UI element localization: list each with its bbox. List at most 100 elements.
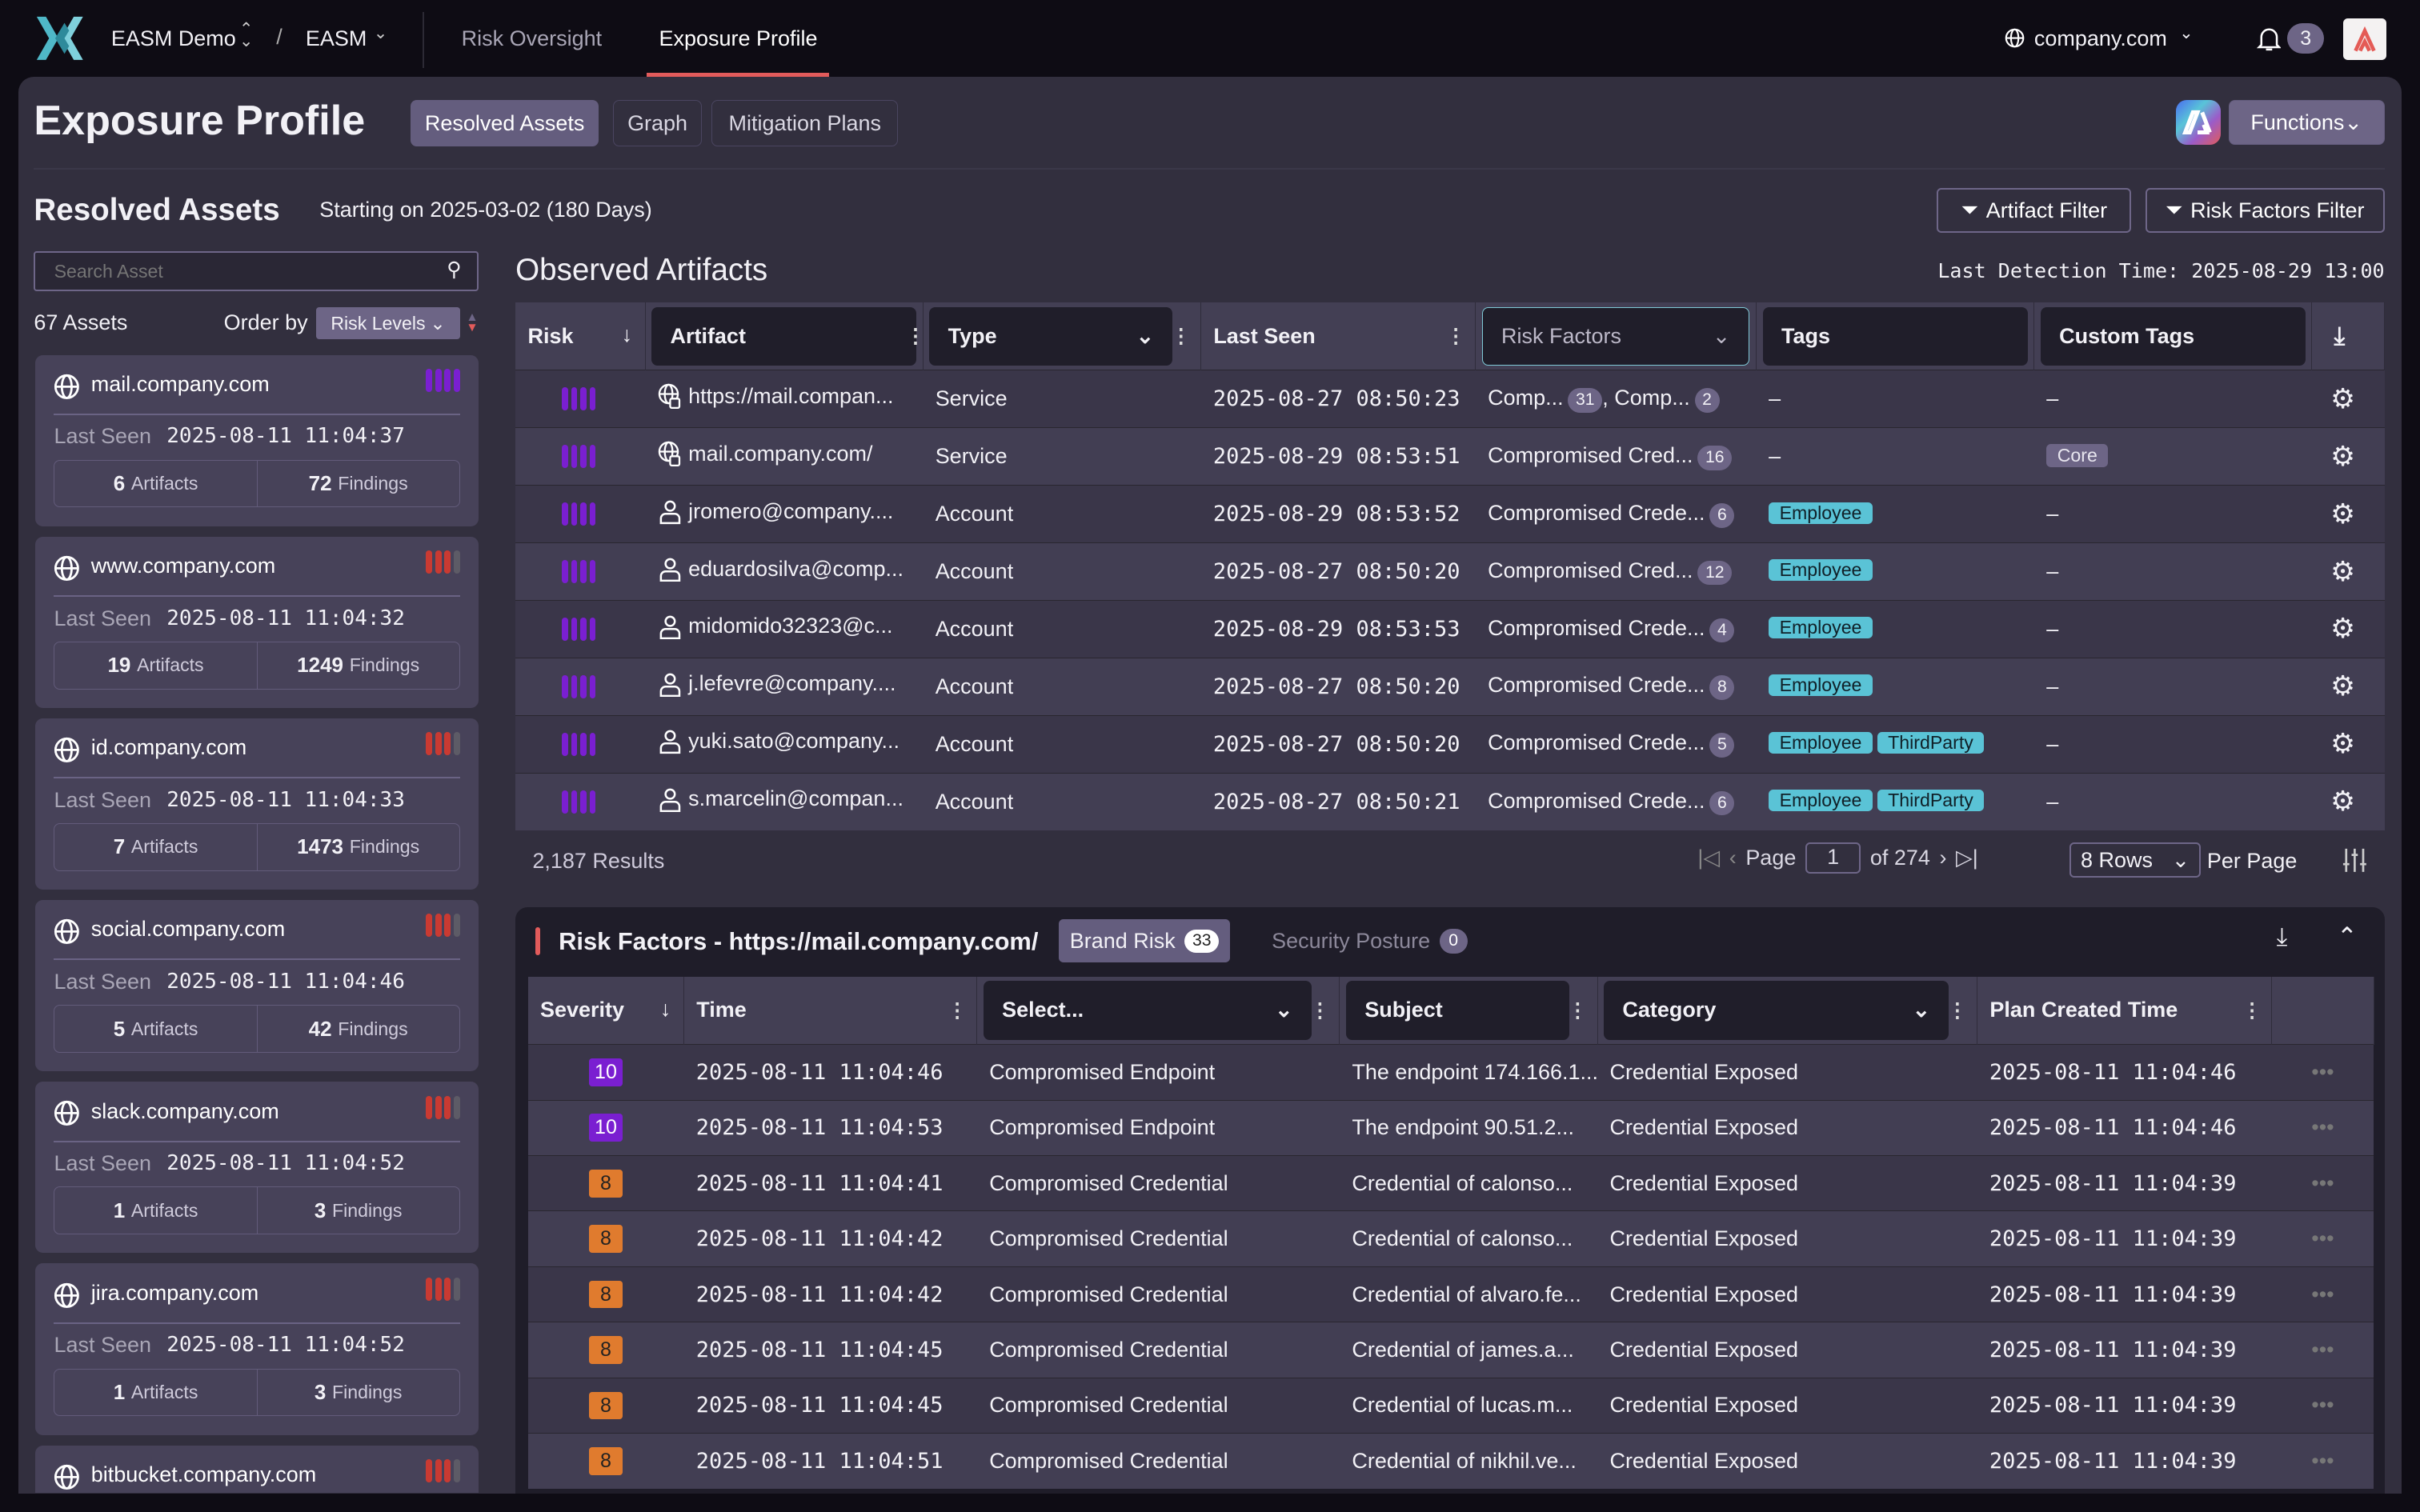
settings-cell[interactable]: ⚙ xyxy=(2311,542,2385,601)
column-header-select[interactable]: Select... ⌄ ⋮ xyxy=(976,976,1340,1045)
asset-card[interactable]: id.company.com Last Seen 2025-08-11 11:0… xyxy=(35,718,479,890)
risk-factors-filter-button[interactable]: ⏷ Risk Factors Filter xyxy=(2145,188,2385,234)
settings-cell[interactable]: ⚙ xyxy=(2311,485,2385,543)
app-logo-icon[interactable] xyxy=(34,15,86,62)
table-row[interactable]: 8 2025-08-11 11:04:45 Compromised Creden… xyxy=(527,1322,2374,1378)
column-header-custom-tags[interactable]: Custom Tags xyxy=(2033,302,2313,370)
updown-icon[interactable]: ⌃ ⌄ xyxy=(238,19,254,51)
next-page-icon[interactable]: › xyxy=(1939,845,1947,870)
artifact-cell[interactable]: midomido32323@c... xyxy=(645,600,924,658)
org-switcher[interactable]: EASM Demo xyxy=(110,26,236,50)
workspace-switcher[interactable]: EASM xyxy=(305,26,367,50)
column-menu-icon[interactable]: ⋮ xyxy=(947,998,968,1022)
risk-factors-cell[interactable]: Compromised Crede... 4 xyxy=(1475,600,1757,658)
column-header-risk-factors[interactable]: Risk Factors ⌄ xyxy=(1475,302,1757,370)
column-header-type[interactable]: Type ⌄ ⋮ xyxy=(923,302,1201,370)
asset-card[interactable]: jira.company.com Last Seen 2025-08-11 11… xyxy=(35,1263,479,1435)
table-row[interactable]: j.lefevre@company.... Account 2025-08-27… xyxy=(515,657,2385,716)
more-options-icon[interactable]: ••• xyxy=(2271,1377,2374,1434)
sort-direction-toggle[interactable]: ▲ ▼ xyxy=(466,310,478,334)
risk-factors-cell[interactable]: Compromised Crede... 5 xyxy=(1475,714,1757,774)
settings-cell[interactable]: ⚙ xyxy=(2311,370,2385,428)
table-row[interactable]: 10 2025-08-11 11:04:46 Compromised Endpo… xyxy=(527,1044,2374,1101)
artifact-cell[interactable]: s.marcelin@compan... xyxy=(645,772,924,831)
gear-icon[interactable]: ⚙ xyxy=(2330,786,2356,818)
artifact-cell[interactable]: https://mail.compan... xyxy=(645,370,924,428)
more-options-icon[interactable]: ••• xyxy=(2271,1322,2374,1378)
more-options-icon[interactable]: ••• xyxy=(2271,1099,2374,1156)
domain-selector[interactable]: company.com xyxy=(2033,26,2167,50)
artifacts-count[interactable]: 7 Artifacts xyxy=(54,824,256,870)
table-row[interactable]: 8 2025-08-11 11:04:42 Compromised Creden… xyxy=(527,1266,2374,1322)
artifacts-count[interactable]: 5 Artifacts xyxy=(54,1006,256,1052)
column-header-tags[interactable]: Tags xyxy=(1756,302,2035,370)
column-header-subject[interactable]: Subject ⋮ xyxy=(1339,976,1598,1045)
prev-page-icon[interactable]: ‹ xyxy=(1729,845,1737,870)
asset-card[interactable]: bitbucket.company.com xyxy=(35,1445,479,1494)
table-row[interactable]: jromero@company.... Account 2025-08-29 0… xyxy=(515,485,2385,543)
column-header-artifact[interactable]: Artifact ⋮ xyxy=(645,302,926,370)
artifact-cell[interactable]: jromero@company.... xyxy=(645,485,924,543)
chevron-down-icon[interactable]: ⌄ xyxy=(373,23,388,42)
findings-count[interactable]: 42 Findings xyxy=(256,1006,459,1053)
settings-cell[interactable]: ⚙ xyxy=(2311,427,2385,486)
column-header-last-seen[interactable]: Last Seen ⋮ xyxy=(1200,302,1476,370)
gear-icon[interactable]: ⚙ xyxy=(2330,614,2356,645)
column-menu-icon[interactable]: ⋮ xyxy=(905,324,926,347)
tab-resolved-assets[interactable]: Resolved Assets xyxy=(410,100,599,147)
settings-cell[interactable]: ⚙ xyxy=(2311,657,2385,716)
tab-exposure-profile[interactable]: Exposure Profile xyxy=(659,26,818,50)
first-page-icon[interactable]: |◁ xyxy=(1697,845,1721,870)
more-options-icon[interactable]: ••• xyxy=(2271,1266,2374,1322)
tab-brand-risk[interactable]: Brand Risk 33 xyxy=(1058,919,1231,963)
findings-count[interactable]: 1473 Findings xyxy=(256,824,459,870)
tab-graph[interactable]: Graph xyxy=(612,100,703,147)
gear-icon[interactable]: ⚙ xyxy=(2330,556,2356,587)
table-row[interactable]: s.marcelin@compan... Account 2025-08-27 … xyxy=(515,772,2385,831)
artifact-cell[interactable]: mail.company.com/ xyxy=(645,427,924,486)
findings-count[interactable]: 3 Findings xyxy=(256,1369,459,1416)
artifacts-count[interactable]: 1 Artifacts xyxy=(54,1187,256,1234)
user-avatar[interactable] xyxy=(2342,18,2386,61)
search-icon[interactable]: ⚲ xyxy=(447,258,462,282)
table-row[interactable]: 10 2025-08-11 11:04:53 Compromised Endpo… xyxy=(527,1099,2374,1156)
column-header-time[interactable]: Time ⋮ xyxy=(683,976,978,1045)
risk-factors-cell[interactable]: Compromised Crede... 6 xyxy=(1475,772,1757,831)
table-row[interactable]: 8 2025-08-11 11:04:41 Compromised Creden… xyxy=(527,1154,2374,1211)
tab-security-posture[interactable]: Security Posture 0 xyxy=(1272,928,1468,954)
table-row[interactable]: mail.company.com/ Service 2025-08-29 08:… xyxy=(515,427,2385,486)
risk-factors-cell[interactable]: Compromised Cred... 12 xyxy=(1475,542,1757,601)
tab-mitigation-plans[interactable]: Mitigation Plans xyxy=(711,100,899,147)
search-asset-field[interactable] xyxy=(54,260,410,282)
column-settings-icon[interactable] xyxy=(2342,847,2368,874)
column-header-risk[interactable]: Risk ↓ xyxy=(515,302,646,370)
gear-icon[interactable]: ⚙ xyxy=(2330,498,2356,530)
column-menu-icon[interactable]: ⋮ xyxy=(1445,324,1466,347)
table-row[interactable]: 8 2025-08-11 11:04:51 Compromised Creden… xyxy=(527,1433,2374,1489)
order-by-dropdown[interactable]: Risk Levels ⌄ xyxy=(316,306,460,340)
risk-factors-cell[interactable]: Compromised Cred... 16 xyxy=(1475,427,1757,486)
artifacts-count[interactable]: 6 Artifacts xyxy=(54,461,256,507)
more-options-icon[interactable]: ••• xyxy=(2271,1210,2374,1267)
asset-card[interactable]: social.company.com Last Seen 2025-08-11 … xyxy=(35,900,479,1072)
functions-dropdown[interactable]: Functions ⌄ xyxy=(2228,100,2385,146)
sort-arrow-down-icon[interactable]: ↓ xyxy=(621,322,633,347)
table-row[interactable]: midomido32323@c... Account 2025-08-29 08… xyxy=(515,600,2385,658)
more-options-icon[interactable]: ••• xyxy=(2271,1044,2374,1101)
artifacts-count[interactable]: 1 Artifacts xyxy=(54,1370,256,1416)
column-menu-icon[interactable]: ⋮ xyxy=(1947,998,1968,1022)
table-row[interactable]: yuki.sato@company... Account 2025-08-27 … xyxy=(515,714,2385,774)
sort-arrow-down-icon[interactable]: ↓ xyxy=(659,996,671,1021)
tab-risk-oversight[interactable]: Risk Oversight xyxy=(461,26,603,50)
table-row[interactable]: 8 2025-08-11 11:04:42 Compromised Creden… xyxy=(527,1210,2374,1267)
asset-card[interactable]: slack.company.com Last Seen 2025-08-11 1… xyxy=(35,1082,479,1254)
collapse-chevron-up-icon[interactable]: ⌃ xyxy=(2336,922,2358,951)
column-header-severity[interactable]: Severity ↓ xyxy=(527,976,684,1045)
search-asset-input[interactable]: ⚲ xyxy=(34,251,479,292)
settings-cell[interactable]: ⚙ xyxy=(2311,772,2385,831)
column-menu-icon[interactable]: ⋮ xyxy=(1171,324,1192,347)
bell-icon[interactable] xyxy=(2256,25,2282,53)
table-row[interactable]: 8 2025-08-11 11:04:45 Compromised Creden… xyxy=(527,1377,2374,1434)
settings-cell[interactable]: ⚙ xyxy=(2311,714,2385,774)
artifacts-count[interactable]: 19 Artifacts xyxy=(54,642,256,689)
